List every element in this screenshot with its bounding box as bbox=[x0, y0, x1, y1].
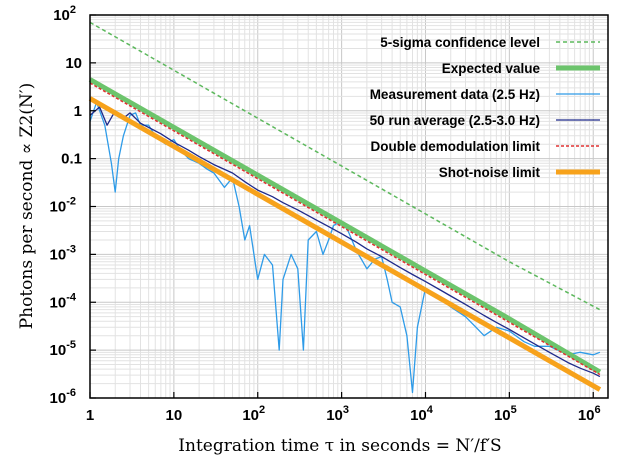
x-tick-label: 104 bbox=[410, 404, 434, 424]
series-line-0 bbox=[89, 21, 601, 311]
y-tick-label: 10-4 bbox=[50, 291, 77, 311]
legend-label-2: Measurement data (2.5 Hz) bbox=[370, 87, 540, 102]
legend-label-3: 50 run average (2.5-3.0 Hz) bbox=[370, 113, 540, 128]
y-tick-label: 10-3 bbox=[50, 243, 76, 263]
x-tick-label: 1 bbox=[86, 407, 94, 424]
x-tick-label: 10 bbox=[166, 407, 183, 424]
x-tick-label: 103 bbox=[326, 404, 349, 424]
legend: 5-sigma confidence level Expected value Me… bbox=[370, 35, 600, 180]
y-tick-label: 10 bbox=[65, 55, 82, 72]
series-line-1 bbox=[88, 77, 602, 375]
y-tick-label: 1 bbox=[74, 103, 82, 120]
tick-layer: 1 10 102 103 104 105 106 10-6 10-5 10-4 10-3 10-2 0.… bbox=[50, 4, 601, 424]
x-axis-label: Integration time τ in seconds = N′/f′S bbox=[178, 436, 501, 456]
y-axis-label: Photons per second ∝ Z2(N′) bbox=[17, 83, 37, 330]
series-line-5 bbox=[88, 96, 602, 392]
x-tick-label: 105 bbox=[494, 404, 517, 424]
y-tick-label: 10-6 bbox=[50, 387, 76, 407]
x-tick-label: 106 bbox=[578, 404, 601, 424]
legend-label-4: Double demodulation limit bbox=[371, 139, 541, 154]
y-tick-label: 10-2 bbox=[50, 196, 76, 216]
legend-label-5: Shot-noise limit bbox=[439, 165, 541, 180]
legend-label-0: 5-sigma confidence level bbox=[380, 35, 540, 50]
y-tick-label: 102 bbox=[53, 4, 76, 24]
y-tick-label: 0.1 bbox=[61, 151, 82, 168]
series-line-4 bbox=[89, 82, 601, 376]
legend-label-1: Expected value bbox=[442, 61, 541, 76]
series-line-3 bbox=[89, 106, 601, 378]
x-tick-label: 102 bbox=[242, 404, 265, 424]
series-layer bbox=[88, 21, 602, 394]
y-tick-label: 10-5 bbox=[50, 339, 76, 359]
